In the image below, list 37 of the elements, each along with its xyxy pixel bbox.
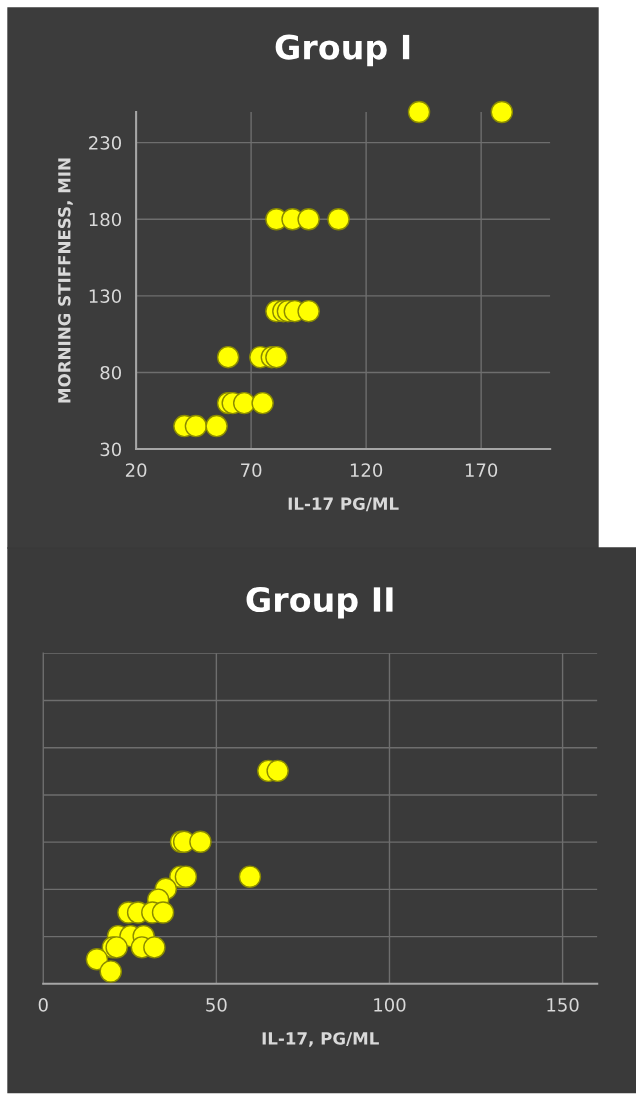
point [407, 100, 431, 124]
point [297, 299, 320, 323]
point [189, 830, 212, 853]
x-axis-title: IL-17 PG/ML [288, 497, 399, 512]
x-tick-label: 170 [465, 463, 498, 477]
x-tick-label: 120 [350, 463, 383, 477]
y-tick-label: 30 [100, 442, 122, 457]
point [238, 865, 262, 888]
chart-title: Group II [246, 586, 393, 619]
x-tick-label: 20 [125, 463, 147, 477]
point [174, 865, 198, 888]
point [265, 345, 288, 369]
x-tick-label: 100 [374, 998, 406, 1012]
point [99, 960, 122, 983]
point [297, 208, 320, 231]
x-axis-title: IL-17, PG/ML [262, 1032, 379, 1047]
y-tick-label: 180 [89, 212, 122, 227]
point [85, 948, 109, 971]
x-tick-label: 150 [547, 998, 579, 1012]
y-axis-title: MORNING STIFFNESS, MIN [58, 158, 73, 403]
point [184, 414, 208, 438]
y-tick-label: 130 [89, 289, 122, 303]
point [216, 345, 240, 369]
x-tick-label: 70 [241, 463, 262, 477]
point [151, 901, 175, 924]
point [490, 100, 514, 124]
chart-title: Group I [275, 34, 410, 67]
point [232, 391, 256, 415]
point [251, 391, 274, 415]
point [205, 414, 228, 438]
point [327, 208, 350, 231]
y-tick-label: 230 [89, 136, 122, 150]
point [143, 936, 166, 959]
y-tick-label: 80 [100, 365, 122, 380]
point [266, 759, 289, 783]
x-tick-label: 0 [38, 998, 48, 1012]
x-tick-label: 50 [206, 998, 227, 1012]
